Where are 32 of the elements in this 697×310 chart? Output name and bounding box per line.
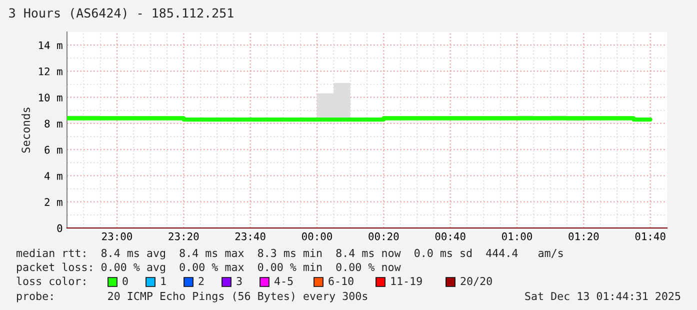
y-tick-label: 10 m <box>39 94 62 102</box>
legend-label: 2 <box>198 276 204 286</box>
x-tick-label: 00:00 <box>302 232 332 240</box>
y-tick-label: 4 m <box>44 172 62 180</box>
legend-label: 0 <box>122 276 128 286</box>
legend-label: 1 <box>161 277 166 286</box>
chart-title: 3 Hours (AS6424) - 185.112.251 <box>9 8 234 20</box>
y-tick-label: 14 m <box>39 41 62 50</box>
y-axis-title: Seconds <box>21 108 30 153</box>
y-tick-label: 0 <box>57 224 62 232</box>
x-tick-label: 00:20 <box>368 232 399 240</box>
x-tick-label: 23:00 <box>102 232 132 240</box>
text: median rtt: 8.4 ms avg 8.4 ms max 8.3 ms min 8.4 ms now 0.0 ms sd 444.4 am/s <box>16 248 563 260</box>
x-tick-label: 01:00 <box>502 232 532 240</box>
legend-label: 3 <box>236 276 242 286</box>
y-tick-label: 6 m <box>44 146 62 154</box>
x-tick-label: 01:40 <box>635 232 666 240</box>
text: Sat Dec 13 01:44:31 2025 <box>525 292 680 300</box>
x-tick-label: 01:20 <box>568 232 599 240</box>
legend-label: 20/20 <box>460 276 492 286</box>
y-tick-label: 2 m <box>44 198 62 206</box>
legend-label: 11-19 <box>391 276 422 286</box>
text: packet loss: 0.00 % avg 0.00 % max 0.00 % min 0.00 % now <box>17 262 401 274</box>
legend-label: 4-5 <box>274 277 293 286</box>
legend-label: 6-10 <box>328 276 354 286</box>
text: probe: 20 ICMP Echo Pings (56 Bytes) every 300s <box>17 292 368 302</box>
x-tick-label: 00:40 <box>435 232 466 240</box>
x-tick-label: 23:40 <box>235 232 266 240</box>
y-tick-label: 8 m <box>44 120 62 128</box>
y-tick-label: 12 m <box>39 67 62 76</box>
x-tick-label: 23:20 <box>168 232 199 240</box>
legend-title: loss color: <box>16 276 86 286</box>
